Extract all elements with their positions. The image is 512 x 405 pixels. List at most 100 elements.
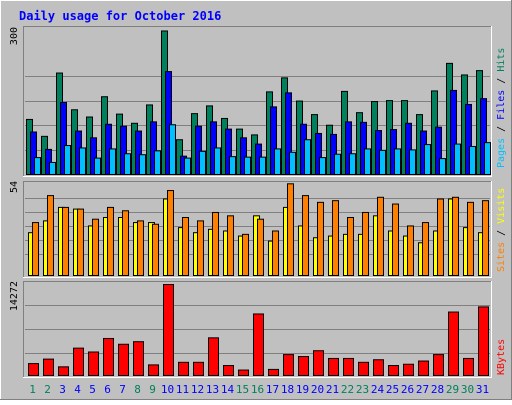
bar-files [315,132,322,175]
bar-sites [152,223,159,277]
bar-sites [77,208,84,276]
bar-sites [92,218,99,276]
legend-item: / [496,72,507,90]
bar-sites [272,230,279,276]
bar-pages [64,145,71,176]
bar-pages [124,153,131,175]
bar-files [435,126,442,175]
bar-pages [349,153,356,175]
bar-sites [422,222,429,277]
x-tick-label: 3 [59,383,66,396]
x-tick-label: 13 [206,383,219,396]
bar-sites [182,217,189,277]
bar-kbytes [433,354,444,376]
bar-kbytes [178,361,189,377]
bar-files [285,92,292,175]
bar-pages [259,156,266,175]
x-tick-label: 18 [281,383,294,396]
legend-hits-files-pages: Pages / Files / Hits [496,48,507,168]
bar-kbytes [253,313,264,377]
bar-kbytes [373,359,384,376]
legend-item: / [496,120,507,138]
bar-sites [317,201,324,276]
bar-pages [409,149,416,175]
x-tick-label: 1 [29,383,36,396]
bar-sites [122,210,129,276]
bar-pages [94,157,101,176]
bar-pages [109,148,116,176]
bar-kbytes [88,351,99,377]
x-tick-label: 24 [371,383,385,396]
bar-files [450,89,457,175]
bar-files [60,102,67,175]
bar-pages [364,148,371,176]
bar-kbytes [58,366,69,377]
bar-pages [244,156,251,175]
bar-kbytes [28,363,39,377]
bar-pages [49,161,56,175]
x-tick-label: 5 [89,383,96,396]
x-tick-label: 19 [296,383,309,396]
bar-kbytes [448,311,459,376]
bar-kbytes [343,357,354,377]
bar-files [135,130,142,176]
bar-sites [392,203,399,276]
bar-kbytes [193,361,204,377]
legend-item: Visits [496,188,507,224]
bar-pages [454,143,461,175]
bar-sites [47,195,54,276]
bar-pages [334,153,341,176]
x-tick-label: 29 [446,383,459,396]
x-tick-label: 17 [266,383,279,396]
bar-files [120,125,127,175]
x-tick-label: 31 [476,383,489,396]
x-tick-label: 23 [356,383,369,396]
bar-files [195,125,202,175]
bar-files [165,71,172,175]
x-tick-label: 8 [134,383,141,396]
x-tick-label: 4 [74,383,81,396]
bar-files [405,122,412,176]
bar-files [90,137,97,176]
bar-kbytes [418,360,429,376]
x-tick-label: 10 [161,383,174,396]
bar-pages [439,158,446,175]
bar-kbytes [283,354,294,376]
bar-sites [302,195,309,276]
x-tick-label: 11 [176,383,189,396]
bar-files [360,121,367,176]
bar-pages [304,139,311,176]
bar-pages [34,157,41,176]
legend-item: Files [496,90,507,120]
bar-sites [287,183,294,277]
bar-pages [79,147,86,175]
bar-sites [197,220,204,276]
bar-sites [407,225,414,276]
bar-pages [184,157,191,176]
legend-item: Pages [496,138,507,168]
bar-sites [332,200,339,277]
bar-files [225,128,232,176]
bar-sites [377,196,384,276]
bar-sites [62,206,69,276]
bar-pages [274,148,281,176]
bar-sites [212,211,219,277]
bar-kbytes [118,343,129,376]
bar-kbytes [73,347,84,377]
bar-pages [154,150,161,176]
x-tick-label: 30 [461,383,474,396]
bar-files [30,131,37,175]
x-tick-label: 22 [341,383,354,396]
legend-item: / [496,224,507,242]
bar-files [270,106,277,175]
bar-pages [214,147,221,175]
bar-sites [362,211,369,277]
bar-pages [199,150,206,175]
x-tick-label: 25 [386,383,399,396]
bar-files [150,121,157,175]
bar-pages [469,146,476,175]
bar-sites [167,190,174,276]
bar-kbytes [328,357,339,377]
x-tick-label: 20 [311,383,324,396]
